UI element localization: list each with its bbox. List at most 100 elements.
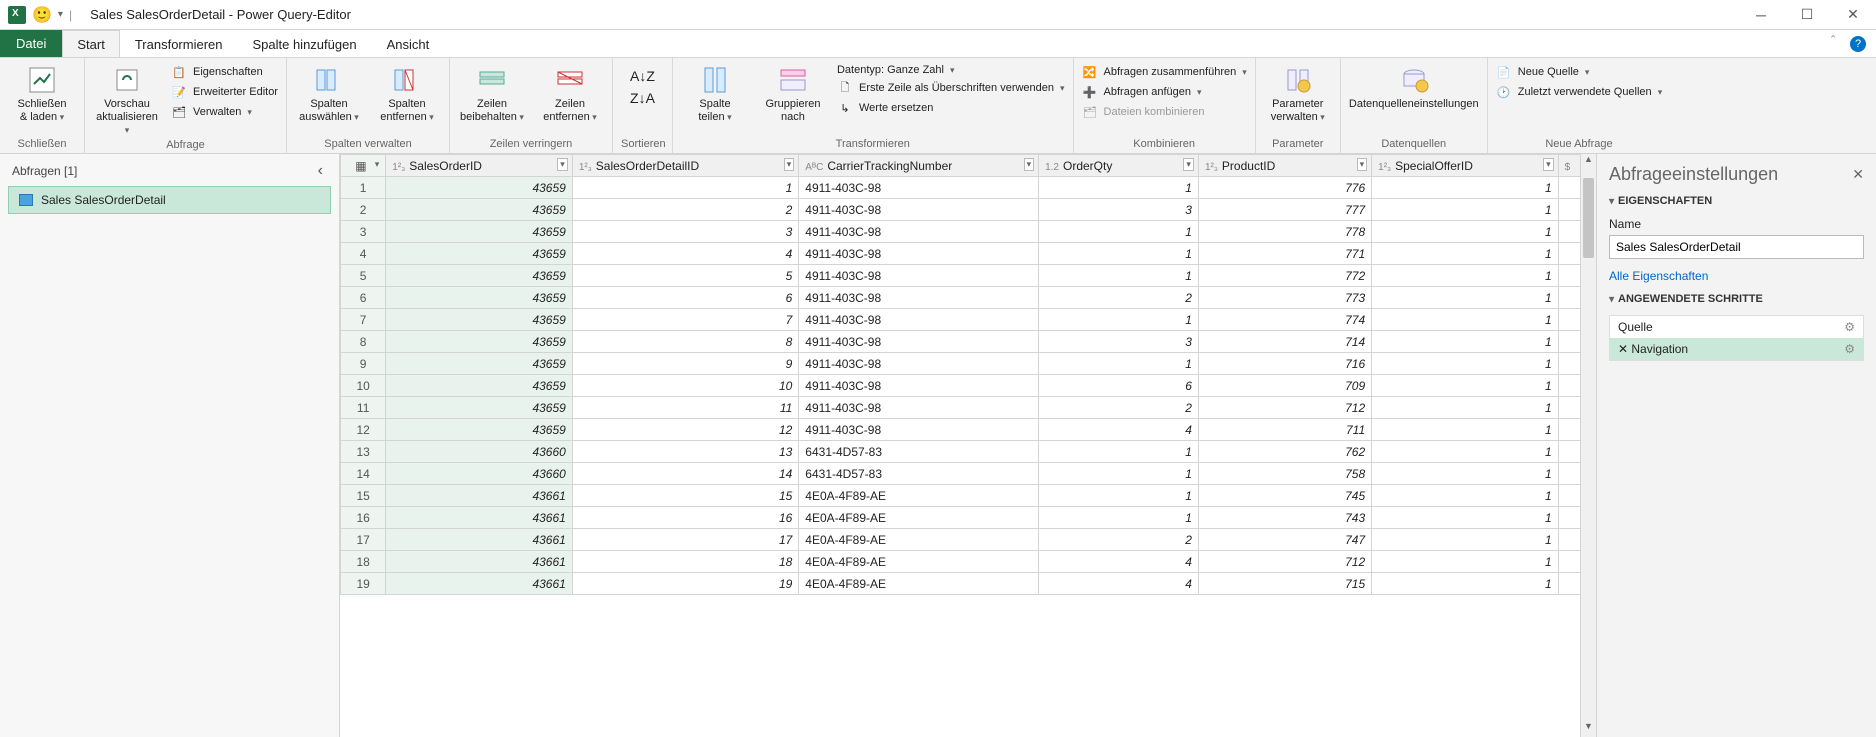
cell[interactable]: 43661	[386, 529, 573, 551]
applied-steps-header[interactable]: ANGEWENDETE SCHRITTE	[1609, 293, 1864, 305]
cell[interactable]: 4911-403C-98	[799, 287, 1039, 309]
cell[interactable]: 43661	[386, 551, 573, 573]
cell[interactable]: 1	[1039, 221, 1199, 243]
manage-button[interactable]: 🗂 Verwalten	[171, 104, 278, 120]
column-header[interactable]: 1²₃SpecialOfferID▾	[1372, 155, 1559, 177]
table-row[interactable]: 24365924911-403C-9837771	[341, 199, 1596, 221]
cell[interactable]: 714	[1198, 331, 1371, 353]
remove-rows-button[interactable]: Zeilenentfernen	[536, 62, 604, 124]
cell[interactable]: 2	[1039, 397, 1199, 419]
cell[interactable]: 4E0A-4F89-AE	[799, 485, 1039, 507]
row-number[interactable]: 6	[341, 287, 386, 309]
first-row-headers-button[interactable]: 🗋 Erste Zeile als Überschriften verwende…	[837, 80, 1065, 96]
cell[interactable]: 4	[1039, 419, 1199, 441]
cell[interactable]: 1	[1372, 463, 1559, 485]
table-row[interactable]: 1743661174E0A-4F89-AE27471	[341, 529, 1596, 551]
cell[interactable]: 1	[1372, 243, 1559, 265]
manage-parameters-button[interactable]: Parameterverwalten	[1264, 62, 1332, 124]
advanced-editor-button[interactable]: 📝 Erweiterter Editor	[171, 84, 278, 100]
row-number[interactable]: 13	[341, 441, 386, 463]
column-filter-icon[interactable]: ▾	[1183, 158, 1194, 171]
cell[interactable]: 4E0A-4F89-AE	[799, 507, 1039, 529]
keep-rows-button[interactable]: Zeilenbeibehalten	[458, 62, 526, 124]
table-row[interactable]: 1643661164E0A-4F89-AE17431	[341, 507, 1596, 529]
cell[interactable]: 747	[1198, 529, 1371, 551]
cell[interactable]: 4911-403C-98	[799, 353, 1039, 375]
column-filter-icon[interactable]: ▾	[557, 158, 568, 171]
cell[interactable]: 16	[572, 507, 798, 529]
cell[interactable]: 1	[1372, 441, 1559, 463]
cell[interactable]: 43659	[386, 287, 573, 309]
cell[interactable]: 43661	[386, 573, 573, 595]
cell[interactable]: 771	[1198, 243, 1371, 265]
column-filter-icon[interactable]: ▾	[1357, 158, 1368, 171]
column-filter-icon[interactable]: ▾	[1543, 158, 1554, 171]
cell[interactable]: 17	[572, 529, 798, 551]
column-header[interactable]: 1.2OrderQty▾	[1039, 155, 1199, 177]
file-tab[interactable]: Datei	[0, 30, 62, 57]
all-properties-link[interactable]: Alle Eigenschaften	[1609, 269, 1864, 283]
cell[interactable]: 11	[572, 397, 798, 419]
sort-asc-button[interactable]: A↓Z	[630, 68, 655, 84]
remove-columns-button[interactable]: Spaltenentfernen	[373, 62, 441, 124]
refresh-preview-button[interactable]: Vorschauaktualisieren	[93, 62, 161, 137]
cell[interactable]: 1	[1039, 441, 1199, 463]
gear-icon[interactable]: ⚙	[1844, 342, 1855, 356]
cell[interactable]: 1	[1372, 419, 1559, 441]
cell[interactable]: 43659	[386, 177, 573, 199]
cell[interactable]: 1	[1372, 199, 1559, 221]
cell[interactable]: 6	[1039, 375, 1199, 397]
row-number[interactable]: 5	[341, 265, 386, 287]
cell[interactable]: 43660	[386, 463, 573, 485]
cell[interactable]: 777	[1198, 199, 1371, 221]
row-number[interactable]: 17	[341, 529, 386, 551]
maximize-button[interactable]: ☐	[1784, 0, 1830, 30]
properties-button[interactable]: 📋 Eigenschaften	[171, 64, 278, 80]
cell[interactable]: 43659	[386, 309, 573, 331]
cell[interactable]: 1	[1372, 573, 1559, 595]
column-header[interactable]: AᴮCCarrierTrackingNumber▾	[799, 155, 1039, 177]
scroll-down-icon[interactable]: ▼	[1581, 721, 1596, 737]
table-row[interactable]: 1843661184E0A-4F89-AE47121	[341, 551, 1596, 573]
cell[interactable]: 1	[1372, 177, 1559, 199]
cell[interactable]: 4	[1039, 551, 1199, 573]
cell[interactable]: 716	[1198, 353, 1371, 375]
cell[interactable]: 709	[1198, 375, 1371, 397]
replace-values-button[interactable]: ↳ Werte ersetzen	[837, 100, 1065, 116]
row-number[interactable]: 16	[341, 507, 386, 529]
cell[interactable]: 1	[1039, 507, 1199, 529]
properties-section-header[interactable]: EIGENSCHAFTEN	[1609, 195, 1864, 207]
cell[interactable]: 776	[1198, 177, 1371, 199]
table-row[interactable]: 14365914911-403C-9817761	[341, 177, 1596, 199]
cell[interactable]: 1	[1039, 243, 1199, 265]
ribbon-tab-ansicht[interactable]: Ansicht	[372, 30, 445, 57]
cell[interactable]: 6	[572, 287, 798, 309]
table-row[interactable]: 54365954911-403C-9817721	[341, 265, 1596, 287]
help-icon[interactable]: ?	[1850, 36, 1866, 52]
settings-close-icon[interactable]: ✕	[1852, 166, 1864, 183]
column-filter-icon[interactable]: ▾	[784, 158, 795, 171]
cell[interactable]: 3	[1039, 199, 1199, 221]
cell[interactable]: 4911-403C-98	[799, 397, 1039, 419]
close-window-button[interactable]: ✕	[1830, 0, 1876, 30]
applied-step[interactable]: Quelle⚙	[1610, 316, 1863, 338]
row-number[interactable]: 7	[341, 309, 386, 331]
cell[interactable]: 743	[1198, 507, 1371, 529]
close-and-load-button[interactable]: Schließen& laden	[8, 62, 76, 124]
row-number[interactable]: 12	[341, 419, 386, 441]
cell[interactable]: 1	[1372, 331, 1559, 353]
cell[interactable]: 18	[572, 551, 798, 573]
append-queries-button[interactable]: ➕ Abfragen anfügen	[1082, 84, 1247, 100]
table-row[interactable]: 1143659114911-403C-9827121	[341, 397, 1596, 419]
table-row[interactable]: 1043659104911-403C-9867091	[341, 375, 1596, 397]
query-item[interactable]: Sales SalesOrderDetail	[8, 186, 331, 214]
cell[interactable]: 12	[572, 419, 798, 441]
cell[interactable]: 43659	[386, 265, 573, 287]
sort-desc-button[interactable]: Z↓A	[630, 90, 655, 106]
cell[interactable]: 43661	[386, 485, 573, 507]
cell[interactable]: 43659	[386, 331, 573, 353]
cell[interactable]: 4911-403C-98	[799, 375, 1039, 397]
cell[interactable]: 4911-403C-98	[799, 177, 1039, 199]
combine-files-button[interactable]: 🗂 Dateien kombinieren	[1082, 104, 1247, 120]
query-name-input[interactable]	[1609, 235, 1864, 259]
